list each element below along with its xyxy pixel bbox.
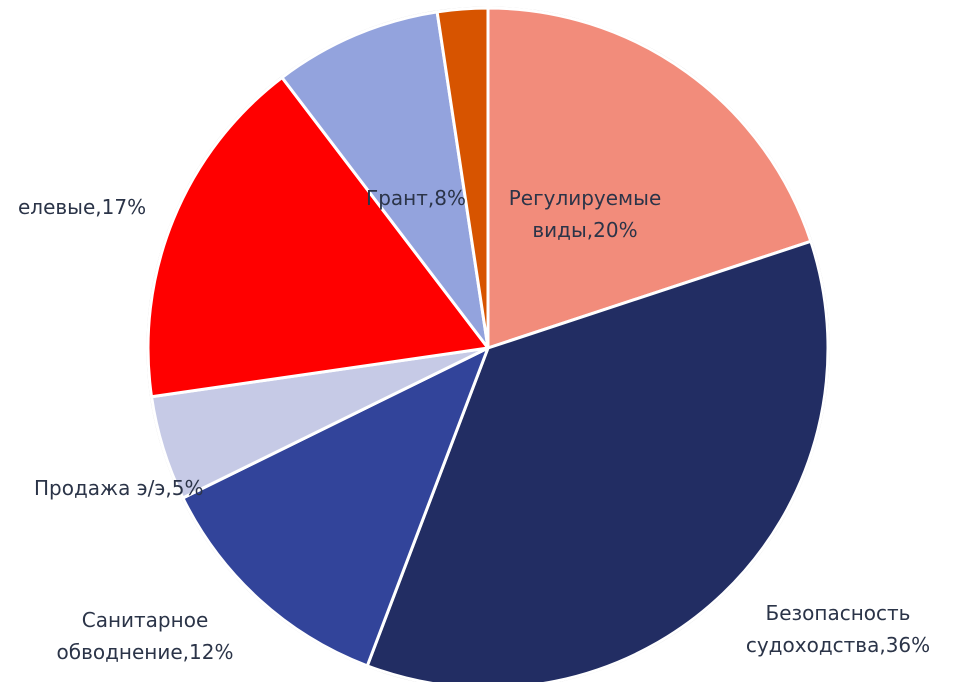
pie-slice-4-label-line: Продажа э/э,5% (34, 476, 203, 500)
pie-slice-2-label: Безопасность судоходства,36% (746, 601, 930, 657)
pie-slice-1-label: Регулируемые виды,20% (509, 186, 662, 242)
pie-slice-3 (181, 346, 490, 668)
pie-slice-6-label: Грант,8% (366, 186, 466, 210)
pie-slice-6-label-line: Грант,8% (366, 186, 466, 210)
pie-slice-2 (365, 239, 830, 682)
pie-slice-1-label-line: Регулируемые (509, 186, 662, 210)
pie-slice-4-label: Продажа э/э,5% (34, 476, 203, 500)
labels-layer: Регулируемые виды,20% Безопасность судоходс… (18, 186, 930, 664)
pie-slice-1 (486, 6, 813, 350)
pie-slice-2-label-line: судоходства,36% (746, 633, 930, 657)
pie-slice-1-label-line: виды,20% (532, 218, 637, 242)
pie-slice-5-label: елевые,17% (18, 195, 146, 219)
pie-slice-5-label-line: елевые,17% (18, 195, 146, 219)
pie-slice-5 (146, 76, 490, 399)
pie-slice-7 (435, 6, 490, 350)
pie-slice-2-label-line: Безопасность (766, 601, 911, 625)
slices-layer (146, 6, 830, 682)
pie-slice-3-label-line: обводнение,12% (57, 640, 234, 664)
pie-slice-3-label-line: Санитарное (82, 608, 209, 632)
pie-slice-6 (280, 10, 490, 350)
pie-slice-3-label: Санитарное обводнение,12% (57, 608, 234, 664)
